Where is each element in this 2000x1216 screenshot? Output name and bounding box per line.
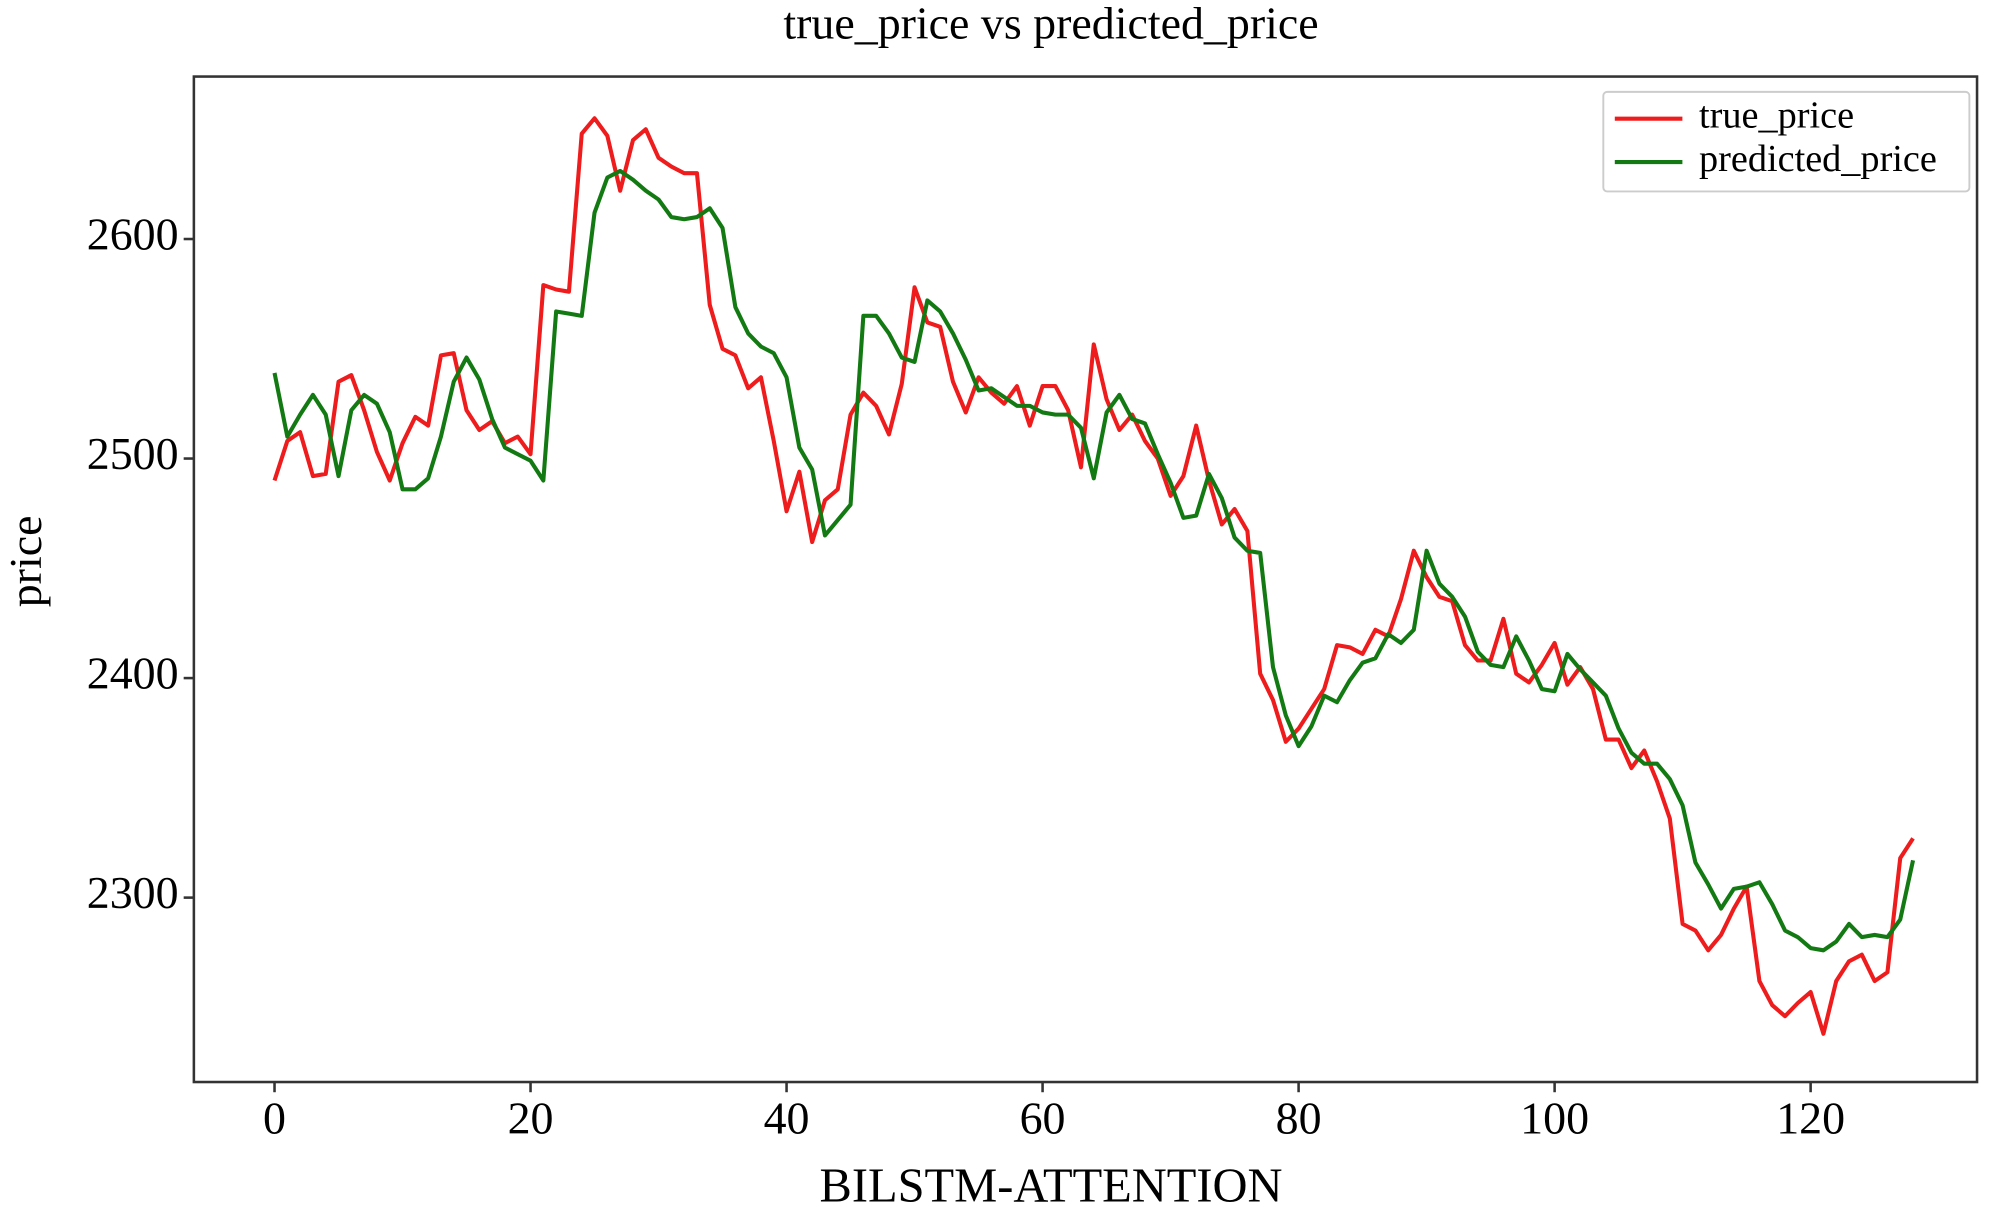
y-tick-label: 2600 bbox=[87, 209, 179, 260]
plot-frame bbox=[192, 75, 1979, 1084]
x-tick-label: 40 bbox=[764, 1092, 810, 1143]
x-axis-label: BILSTM-ATTENTION bbox=[820, 1160, 1283, 1213]
x-tick-label: 100 bbox=[1520, 1092, 1589, 1143]
x-tick-label: 60 bbox=[1020, 1092, 1066, 1143]
x-tick-label: 20 bbox=[508, 1092, 554, 1143]
x-tick-label: 120 bbox=[1776, 1092, 1845, 1143]
series-line bbox=[272, 116, 1915, 1036]
y-tick-label: 2400 bbox=[87, 648, 179, 699]
legend-label: true_price bbox=[1699, 94, 1854, 136]
legend-box bbox=[1602, 90, 1971, 193]
series-line bbox=[272, 168, 1916, 953]
y-axis-label: price bbox=[0, 516, 51, 608]
x-tick-label: 80 bbox=[1276, 1092, 1322, 1143]
chart-title: true_price vs predicted_price bbox=[783, 0, 1318, 49]
x-tick-label: 0 bbox=[263, 1092, 286, 1143]
legend-label: predicted_price bbox=[1699, 138, 1937, 180]
y-tick-label: 2300 bbox=[87, 867, 179, 918]
y-tick-label: 2500 bbox=[87, 428, 179, 479]
